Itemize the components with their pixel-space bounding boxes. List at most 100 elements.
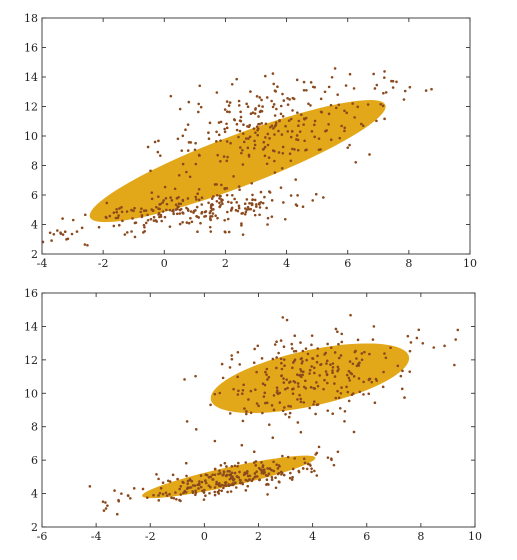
data-point [301,373,304,377]
data-point [347,399,351,403]
data-point [70,232,74,236]
data-point [319,97,323,101]
data-point [271,105,275,109]
data-point [244,137,248,140]
data-point [277,351,280,355]
data-point [272,469,276,473]
data-point [267,423,271,426]
data-point [159,486,163,490]
data-point [308,406,311,410]
data-point [336,365,340,369]
data-point [190,220,194,224]
data-point [149,217,153,221]
data-point [277,151,281,154]
data-point [322,196,325,199]
data-point [255,125,259,128]
data-point [265,162,269,166]
data-point [355,357,358,360]
data-point [313,86,317,89]
data-point [132,487,136,490]
data-point [153,140,157,144]
data-point [105,201,109,205]
data-point [194,198,198,201]
data-point [194,491,198,495]
data-point [363,350,366,354]
data-point [264,122,268,126]
data-point [337,342,340,346]
data-point [382,370,385,374]
data-point [313,469,316,473]
data-point [231,193,234,197]
data-point [331,362,335,365]
data-point [171,209,174,213]
data-point [319,363,322,367]
data-point [395,80,398,84]
data-point [240,443,244,447]
data-point [274,476,277,480]
data-point [257,115,260,118]
data-point [213,392,217,396]
data-point [42,240,45,244]
data-point [255,470,258,473]
data-point [286,97,289,100]
data-point [268,137,271,140]
data-point [326,381,329,385]
data-point [231,475,234,478]
data-point [456,328,460,332]
data-point [194,209,197,212]
data-point [291,392,295,396]
data-point [113,489,116,492]
data-point [86,243,89,247]
data-point [236,350,240,354]
data-point [217,489,221,492]
data-point [314,192,318,196]
data-point [288,476,292,480]
data-point [334,396,338,400]
data-point [146,145,150,149]
data-point [180,149,184,152]
data-point [340,340,344,344]
data-point [383,117,386,121]
data-point [368,153,371,156]
data-point [330,458,333,462]
data-point [142,209,146,213]
data-point [253,112,257,115]
data-point [311,199,315,202]
data-point [237,185,241,188]
data-point [230,207,234,211]
data-point [354,161,358,164]
data-point [250,479,254,483]
data-point [225,126,229,130]
data-point [353,350,357,354]
data-point [215,482,218,486]
data-point [186,479,190,483]
data-point [161,492,165,496]
data-point [303,117,306,121]
data-point [247,398,250,401]
data-point [336,450,340,454]
data-point [181,221,184,224]
data-point [324,370,328,373]
data-point [197,110,200,114]
data-point [282,345,286,349]
data-point [301,360,304,363]
data-point [389,346,392,350]
data-point [270,404,274,407]
data-point [315,360,319,364]
data-point [307,102,310,106]
data-point [182,491,185,495]
data-point [115,512,119,516]
data-point [281,151,285,155]
y-tick-label: 4 [31,488,38,501]
data-point [59,232,63,235]
data-point [273,343,277,346]
data-point [249,90,252,93]
data-point [294,178,298,181]
data-point [258,206,262,209]
data-point [176,207,179,211]
data-point [181,211,184,214]
data-point [282,358,286,361]
data-point [224,481,228,484]
data-point [348,143,351,147]
data-point [284,387,287,391]
